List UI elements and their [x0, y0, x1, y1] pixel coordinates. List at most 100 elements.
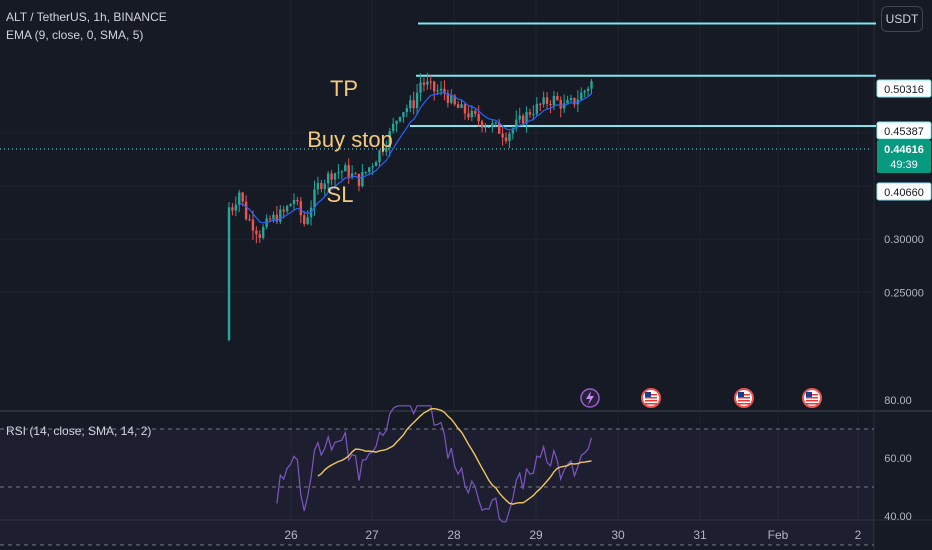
candle-body — [412, 100, 415, 109]
candle-body — [333, 173, 337, 180]
candle-body — [491, 123, 494, 128]
candle-body — [275, 214, 279, 222]
candle-body — [429, 81, 432, 83]
symbol-legend[interactable]: ALT / TetherUS, 1h, BINANCE — [6, 10, 167, 24]
candle-body — [405, 108, 409, 113]
candle-body — [238, 192, 241, 205]
us-flag-event-icon[interactable] — [802, 388, 822, 408]
candle-body — [562, 103, 566, 109]
horizontal-levels — [410, 22, 876, 127]
candle-body — [521, 115, 525, 124]
event-markers — [580, 388, 822, 408]
candle-body — [515, 119, 518, 129]
time-axis-label: 31 — [693, 528, 707, 542]
candle-body — [350, 173, 354, 178]
candle-body — [436, 90, 439, 92]
candle-body — [453, 95, 456, 105]
candle-body — [450, 95, 453, 103]
candle-body — [511, 128, 515, 134]
candle-body — [388, 131, 391, 148]
candle-body — [361, 172, 364, 187]
candle-body — [258, 234, 261, 238]
candle-body — [422, 82, 426, 85]
candles — [227, 72, 593, 342]
candle-body — [439, 88, 443, 91]
time-axis-label: 30 — [611, 528, 625, 542]
rsi-pane: 80.00 60.00 40.00 — [0, 395, 912, 546]
price-axis-label: 0.30000 — [884, 234, 924, 246]
current-price-label: 0.44616 49:39 — [877, 140, 931, 173]
tp-annotation: TP — [330, 76, 358, 101]
svg-text:0.44616: 0.44616 — [884, 144, 924, 156]
candle-body — [227, 207, 231, 341]
time-axis-label: 26 — [284, 528, 298, 542]
candle-body — [326, 173, 330, 184]
svg-text:0.45387: 0.45387 — [884, 126, 924, 138]
buy-stop-annotation: Buy stop — [307, 127, 393, 152]
sl-annotation: SL — [327, 182, 354, 207]
candle-body — [306, 217, 309, 224]
candle-body — [248, 219, 251, 221]
candle-body — [580, 92, 583, 100]
candle-body — [385, 147, 388, 152]
rsi-legend[interactable]: RSI (14, close, SMA, 14, 2) — [6, 424, 152, 438]
candle-body — [296, 199, 299, 202]
candle-body — [433, 81, 436, 92]
candle-body — [330, 173, 333, 180]
candle-body — [285, 206, 289, 212]
time-axis-label: 29 — [529, 528, 543, 542]
candle-body — [559, 100, 562, 109]
time-axis-label: 27 — [365, 528, 379, 542]
svg-text:0.40660: 0.40660 — [884, 187, 924, 199]
candle-body — [381, 150, 385, 152]
candle-body — [292, 199, 296, 205]
tp-price-label: 0.50316 — [876, 79, 932, 98]
candle-body — [337, 172, 340, 174]
candle-body — [504, 137, 508, 142]
currency-button[interactable]: USDT — [881, 6, 923, 32]
candle-body — [573, 97, 576, 105]
candle-body — [552, 95, 556, 106]
candle-body — [487, 126, 491, 128]
candle-body — [539, 103, 542, 105]
price-axis-label: 0.25000 — [884, 287, 924, 299]
candle-body — [525, 112, 528, 124]
candle-body — [569, 97, 573, 101]
candle-body — [279, 209, 282, 222]
candle-body — [354, 173, 357, 175]
candle-body — [528, 112, 532, 115]
candle-body — [474, 110, 477, 114]
candle-body — [395, 120, 398, 124]
candle-body — [347, 165, 350, 178]
lightning-event-icon[interactable] — [580, 388, 600, 408]
candle-body — [265, 218, 268, 228]
candle-body — [344, 165, 347, 172]
candle-body — [234, 204, 238, 211]
candle-body — [484, 126, 487, 128]
candle-body — [316, 182, 320, 190]
candle-body — [535, 103, 538, 114]
time-axis-label: 28 — [447, 528, 461, 542]
candle-body — [368, 167, 371, 172]
candle-body — [391, 123, 395, 132]
candle-body — [545, 97, 549, 104]
candle-body — [320, 182, 323, 189]
candle-body — [323, 183, 326, 189]
us-flag-event-icon[interactable] — [641, 388, 661, 408]
candle-body — [262, 227, 265, 238]
candle-body — [374, 162, 378, 167]
candle-body — [268, 218, 272, 220]
us-flag-event-icon[interactable] — [734, 388, 754, 408]
ema-legend[interactable]: EMA (9, close, 0, SMA, 5) — [6, 28, 144, 42]
rsi-ma-line — [317, 407, 592, 505]
candle-body — [590, 81, 593, 89]
candle-body — [480, 121, 484, 128]
candle-body — [518, 115, 521, 120]
time-axis-label: Feb — [768, 528, 789, 542]
candle-body — [272, 214, 275, 220]
chart-grid — [0, 0, 872, 520]
sl-price-label: 0.40660 — [876, 182, 932, 201]
candle-body — [299, 201, 303, 216]
